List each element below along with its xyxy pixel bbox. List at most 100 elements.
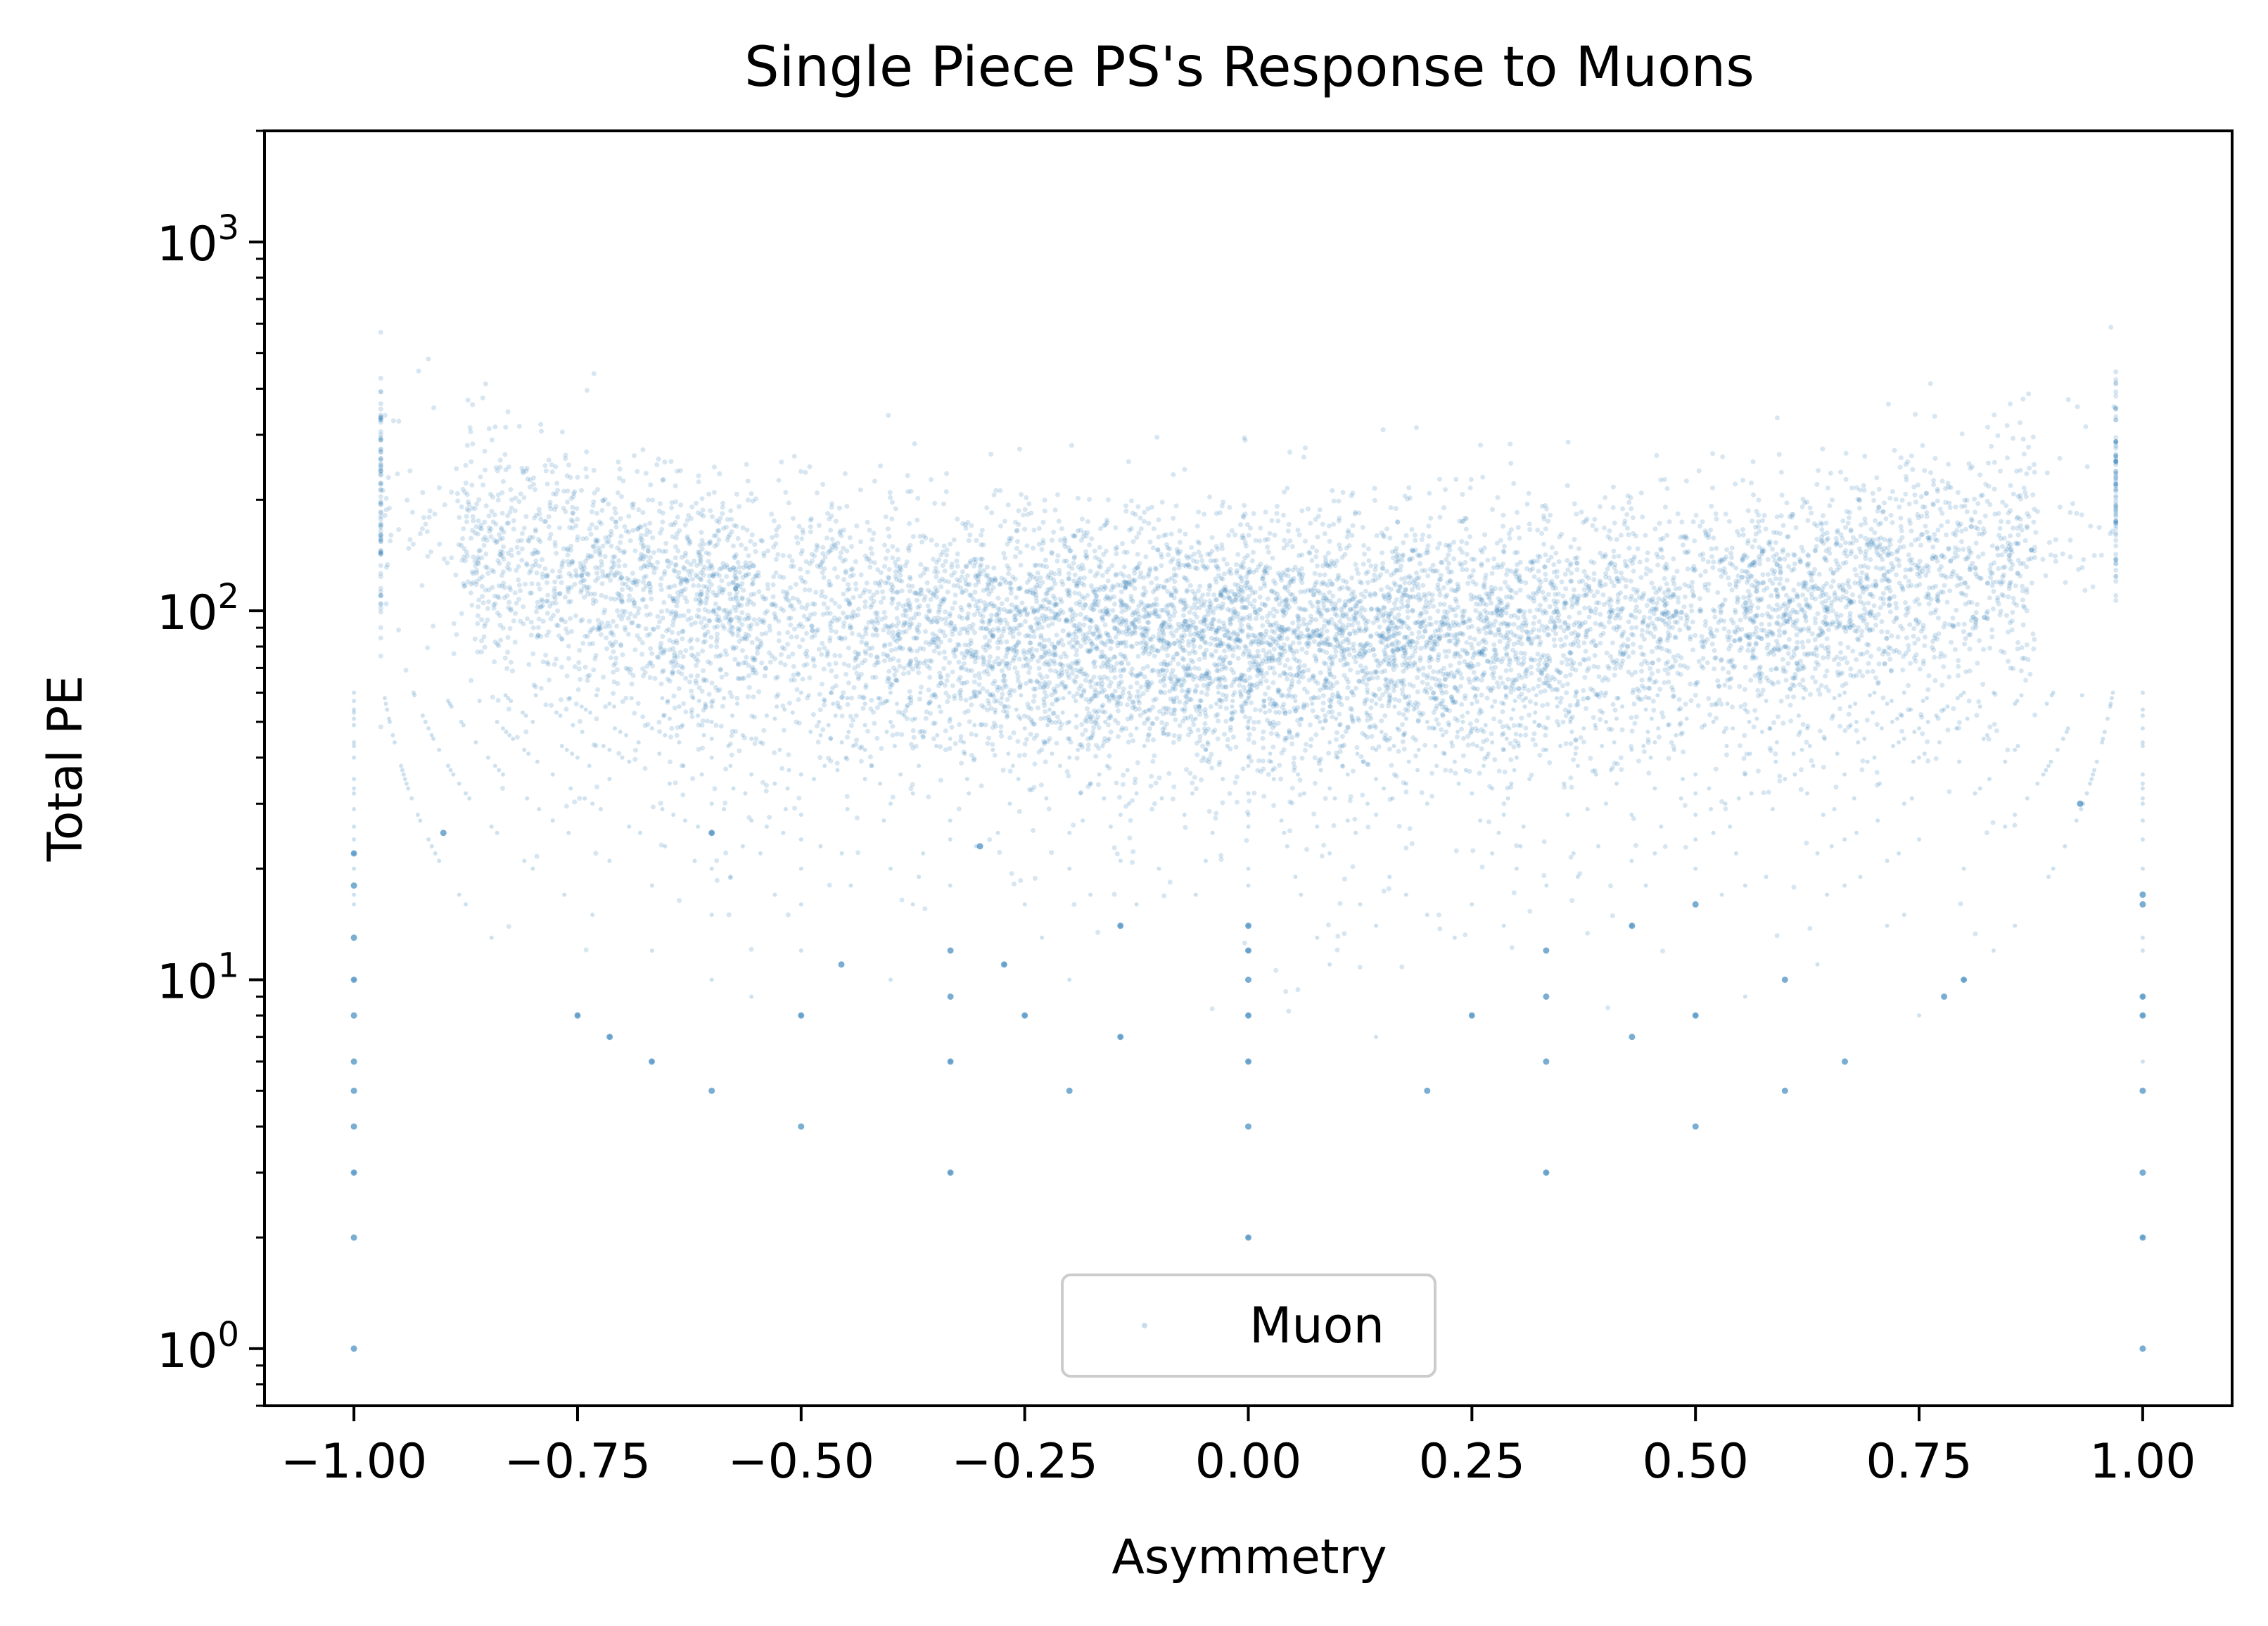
scatter-point — [1339, 734, 1345, 739]
scatter-point — [1909, 453, 1914, 459]
scatter-point — [780, 553, 786, 558]
scatter-point — [1728, 550, 1733, 556]
scatter-point — [1489, 630, 1494, 635]
scatter-point — [1213, 558, 1219, 563]
scatter-point — [834, 674, 839, 680]
scatter-point — [683, 675, 689, 681]
scatter-point — [1104, 569, 1109, 575]
scatter-point — [891, 665, 896, 671]
scatter-point — [1572, 501, 1577, 507]
scatter-point — [2023, 494, 2029, 500]
scatter-point — [862, 599, 868, 604]
scatter-point — [870, 633, 876, 638]
scatter-point — [1313, 732, 1319, 737]
scatter-point — [694, 613, 700, 618]
scatter-point — [1700, 656, 1706, 661]
scatter-point — [454, 466, 459, 471]
scatter-point — [1150, 545, 1156, 551]
scatter-point — [1473, 725, 1479, 731]
scatter-point — [1137, 561, 1142, 566]
scatter-point — [1024, 737, 1029, 742]
scatter-point — [1177, 733, 1183, 739]
scatter-point — [1251, 569, 1256, 575]
scatter-point — [1741, 595, 1747, 600]
scatter-point — [950, 606, 955, 611]
scatter-point — [1306, 667, 1311, 673]
scatter-point — [511, 618, 516, 623]
scatter-point — [1918, 532, 1924, 538]
scatter-point — [492, 538, 497, 543]
scatter-point — [1816, 468, 1821, 474]
scatter-point — [1932, 456, 1938, 461]
scatter-point — [1967, 668, 1973, 674]
scatter-point — [1625, 643, 1631, 649]
scatter-point — [1377, 686, 1382, 692]
scatter-point — [1251, 511, 1256, 516]
scatter-point — [1868, 557, 1873, 562]
scatter-point — [601, 674, 606, 680]
scatter-point — [1129, 666, 1135, 672]
scatter-point — [1888, 537, 1893, 542]
scatter-point — [1539, 623, 1545, 629]
scatter-point — [1005, 697, 1010, 702]
scatter-point — [874, 735, 880, 741]
scatter-point — [617, 466, 623, 472]
scatter-point — [1498, 538, 1503, 543]
scatter-point — [1965, 585, 1970, 590]
scatter-point — [919, 685, 924, 690]
scatter-point — [2011, 436, 2015, 441]
scatter-point — [1297, 532, 1302, 538]
scatter-point — [1531, 686, 1536, 692]
scatter-point — [1987, 645, 1992, 651]
scatter-point — [1791, 683, 1797, 689]
scatter-point — [1818, 539, 1824, 544]
scatter-point — [1242, 643, 1248, 649]
scatter-point — [1060, 628, 1066, 633]
scatter-point — [1010, 574, 1016, 580]
scatter-point — [1312, 780, 1318, 786]
scatter-point — [1287, 828, 1292, 834]
scatter-point — [1123, 640, 1128, 645]
scatter-point — [1028, 732, 1033, 737]
scatter-point — [1774, 514, 1780, 520]
scatter-point — [2015, 570, 2020, 576]
scatter-point — [1247, 585, 1253, 590]
scatter-point — [1350, 864, 1356, 870]
scatter-point — [486, 426, 492, 431]
scatter-point — [732, 523, 737, 528]
scatter-point — [987, 654, 993, 659]
scatter-point — [1720, 666, 1726, 671]
scatter-point — [1143, 633, 1149, 638]
scatter-point — [1074, 674, 1079, 680]
scatter-point — [927, 675, 933, 680]
scatter-point — [1690, 647, 1695, 653]
scatter-point — [948, 541, 953, 547]
scatter-point — [1859, 570, 1865, 576]
scatter-point — [1455, 668, 1461, 673]
scatter-point — [2001, 649, 2007, 655]
scatter-point — [552, 543, 558, 549]
scatter-point — [976, 671, 982, 676]
scatter-point — [1572, 537, 1577, 542]
scatter-point — [1215, 711, 1221, 717]
scatter-point — [1861, 483, 1866, 488]
scatter-point — [1042, 703, 1047, 709]
scatter-point — [1536, 588, 1541, 594]
scatter-point — [2068, 554, 2073, 559]
scatter-point — [1239, 622, 1244, 628]
scatter-point — [1332, 654, 1338, 659]
scatter-point — [1161, 633, 1166, 637]
scatter-point — [1494, 540, 1500, 546]
scatter-point — [1961, 629, 1966, 635]
scatter-point — [1152, 653, 1157, 659]
scatter-point — [1480, 474, 1486, 480]
scatter-point — [619, 587, 625, 592]
scatter-point — [641, 673, 646, 679]
scatter-point — [1045, 684, 1050, 690]
scatter-point — [1331, 674, 1337, 680]
scatter-point — [451, 651, 457, 656]
scatter-point — [1876, 486, 1882, 492]
scatter-point — [1922, 468, 1928, 474]
scatter-point — [1437, 476, 1442, 482]
scatter-point — [677, 528, 682, 533]
